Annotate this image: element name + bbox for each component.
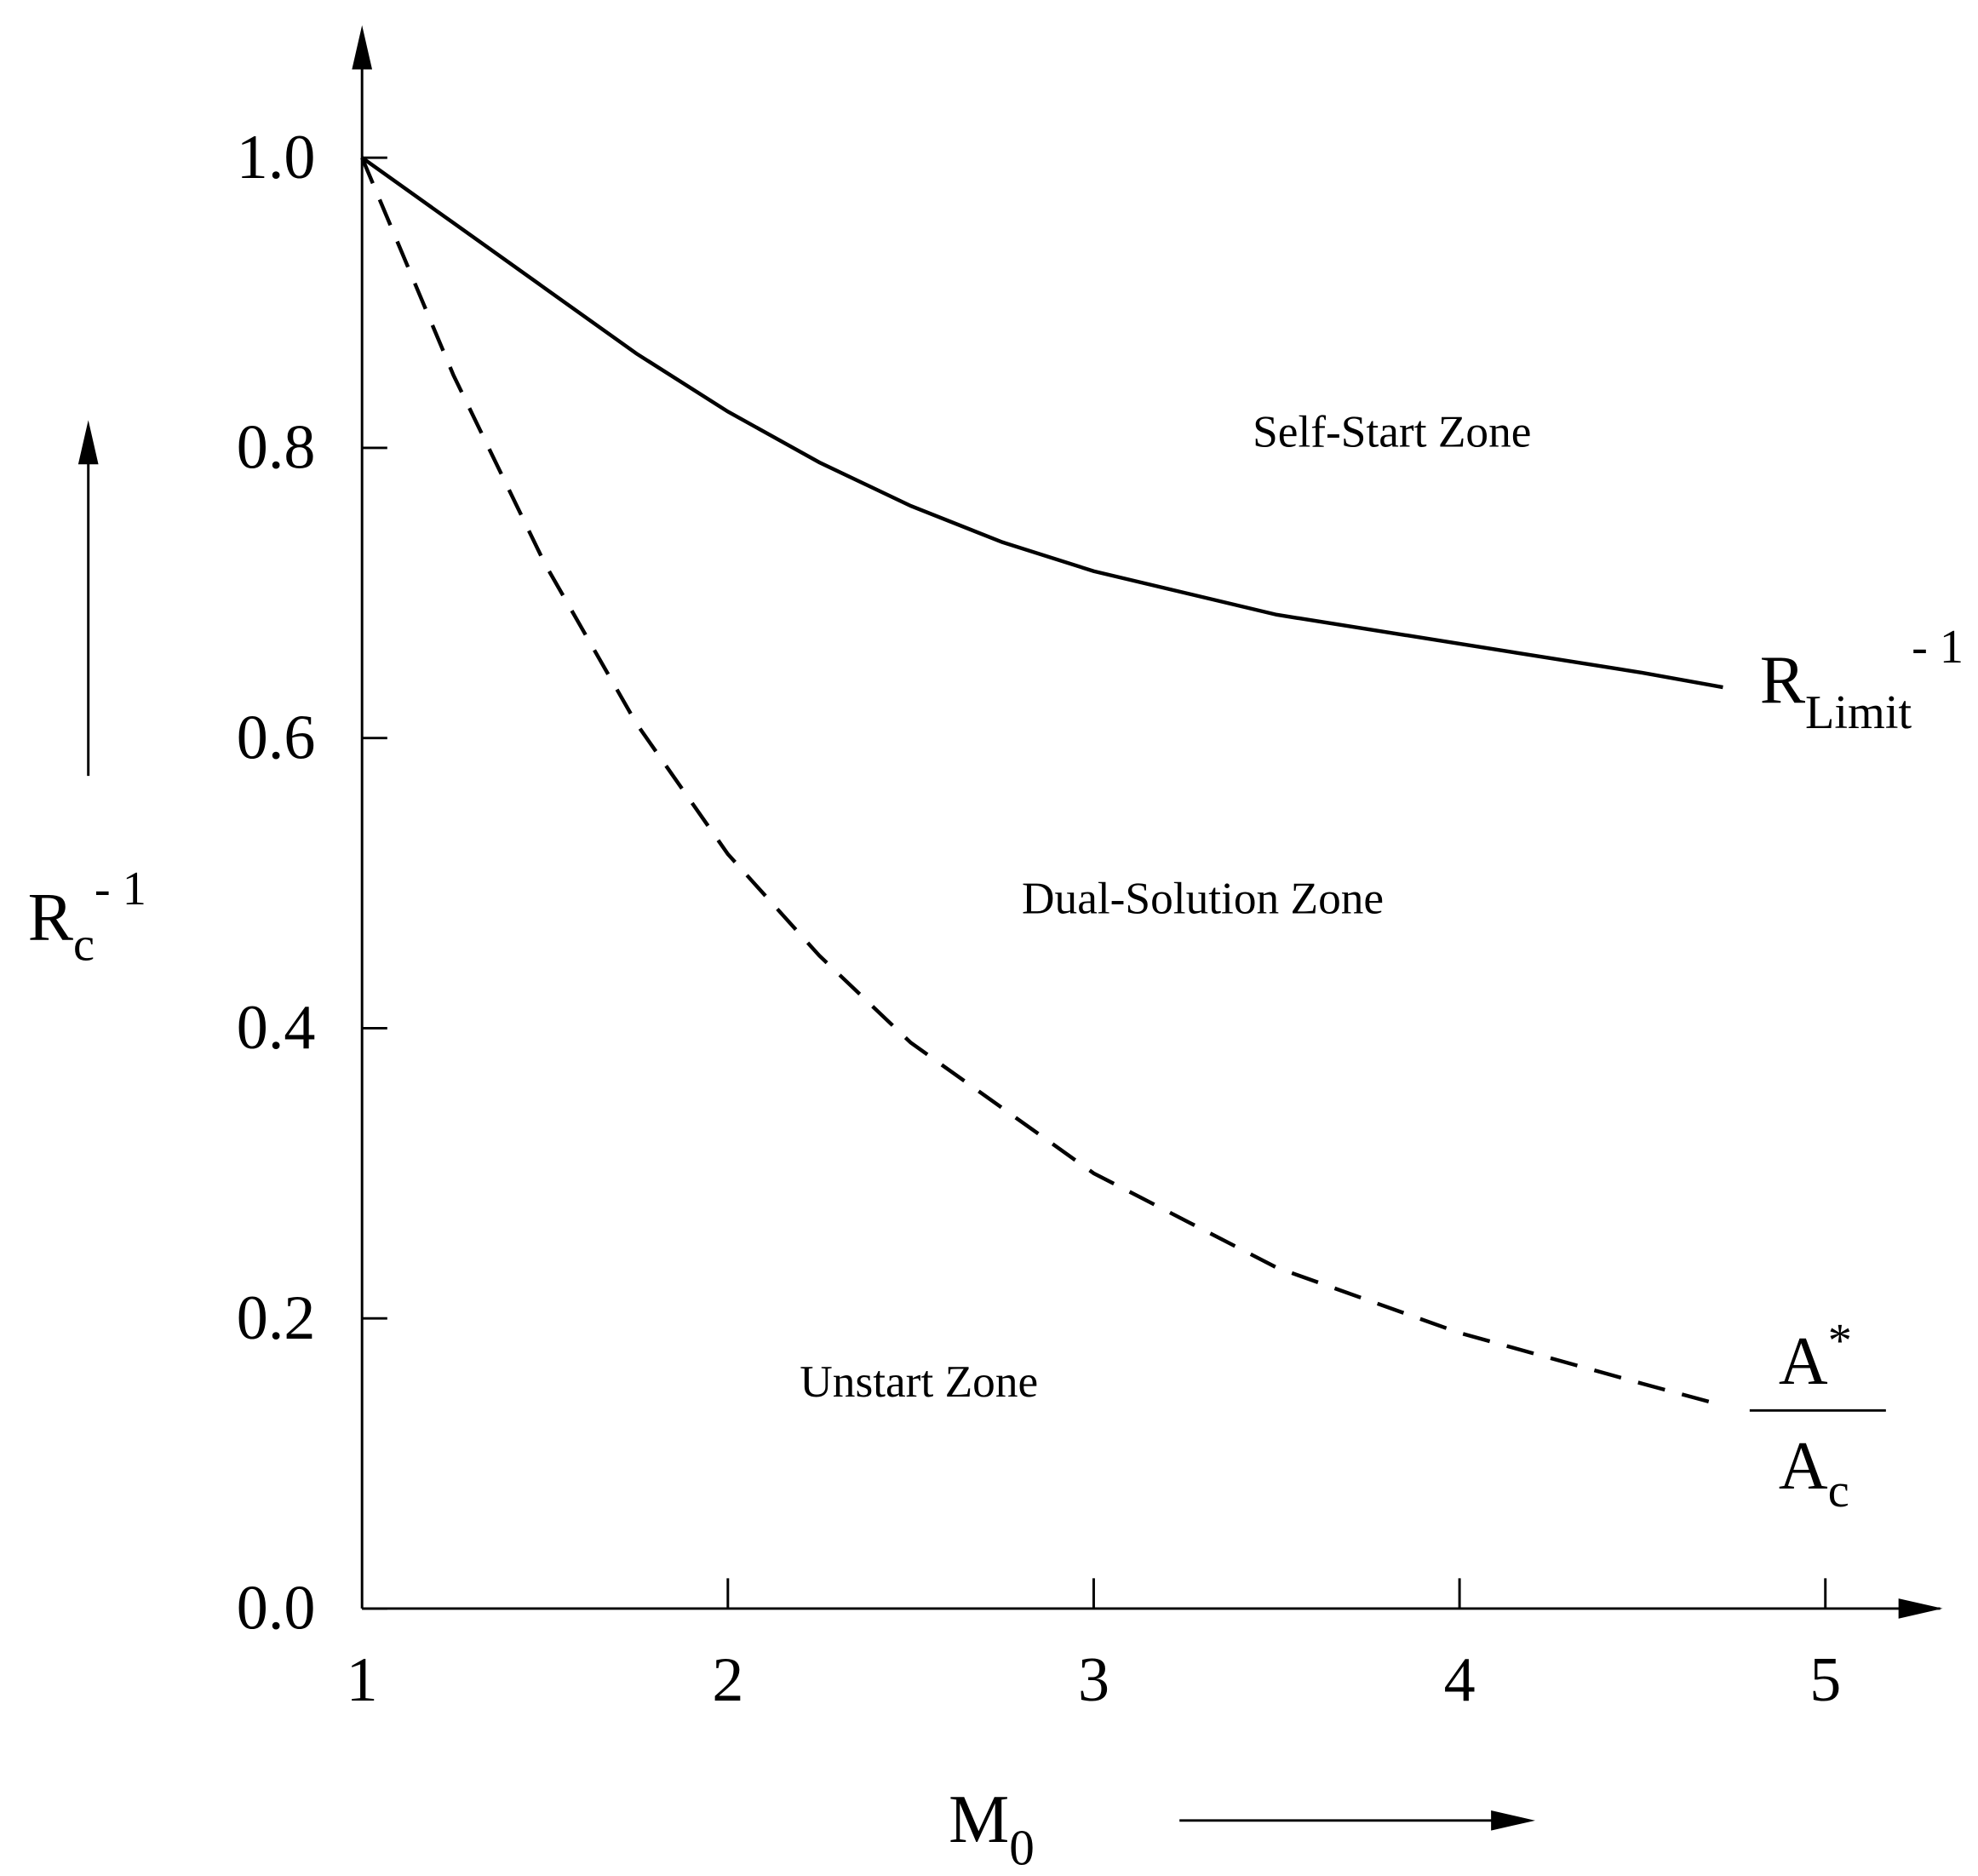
- series-label-part: - 1: [1912, 621, 1964, 674]
- zone-label: Unstart Zone: [800, 1356, 1038, 1407]
- x-tick-label: 3: [1078, 1645, 1109, 1715]
- y-tick-label: 0.2: [237, 1283, 316, 1353]
- y-axis-label: Rc- 1: [28, 863, 146, 971]
- series-label-numerator: A*: [1779, 1315, 1852, 1400]
- series-line: [360, 156, 1723, 690]
- x-tick-label: 2: [712, 1645, 743, 1715]
- x-axis-label-part: 0: [1009, 1820, 1035, 1876]
- series-label-part: R: [1760, 643, 1806, 718]
- x-tick-label: 1: [347, 1645, 378, 1715]
- y-tick-label: 0.0: [237, 1574, 316, 1644]
- y-axis-label-part: R: [28, 881, 74, 955]
- series-label-numerator-part: A: [1779, 1324, 1828, 1399]
- y-axis-arrow: [352, 25, 373, 70]
- y-tick-label: 0.6: [237, 703, 316, 772]
- y-tick-label: 0.4: [237, 993, 316, 1063]
- y-axis-label-part: - 1: [95, 863, 146, 915]
- x-axis-label-part: M: [949, 1782, 1009, 1857]
- x-direction-arrowhead: [1491, 1810, 1535, 1831]
- x-tick-label: 4: [1444, 1645, 1476, 1715]
- series-label-denominator: Ac: [1779, 1429, 1849, 1517]
- y-tick-label: 1.0: [237, 123, 316, 192]
- y-tick-label: 0.8: [237, 413, 316, 483]
- zone-label: Self-Start Zone: [1253, 405, 1531, 456]
- series-label-part: Limit: [1805, 686, 1912, 739]
- y-axis-label-part: c: [73, 918, 95, 971]
- series-label-denominator-part: c: [1828, 1465, 1849, 1517]
- x-tick-label: 5: [1809, 1645, 1841, 1715]
- y-direction-arrowhead: [77, 420, 99, 465]
- x-axis-label: M0: [949, 1782, 1035, 1876]
- series-label: RLimit- 1: [1760, 621, 1964, 739]
- series-line: [360, 157, 1724, 1408]
- series-label-numerator-part: *: [1828, 1315, 1852, 1368]
- zone-label: Dual-Solution Zone: [1022, 873, 1384, 924]
- x-axis-arrow: [1898, 1598, 1943, 1619]
- series-label-denominator-part: A: [1779, 1429, 1828, 1504]
